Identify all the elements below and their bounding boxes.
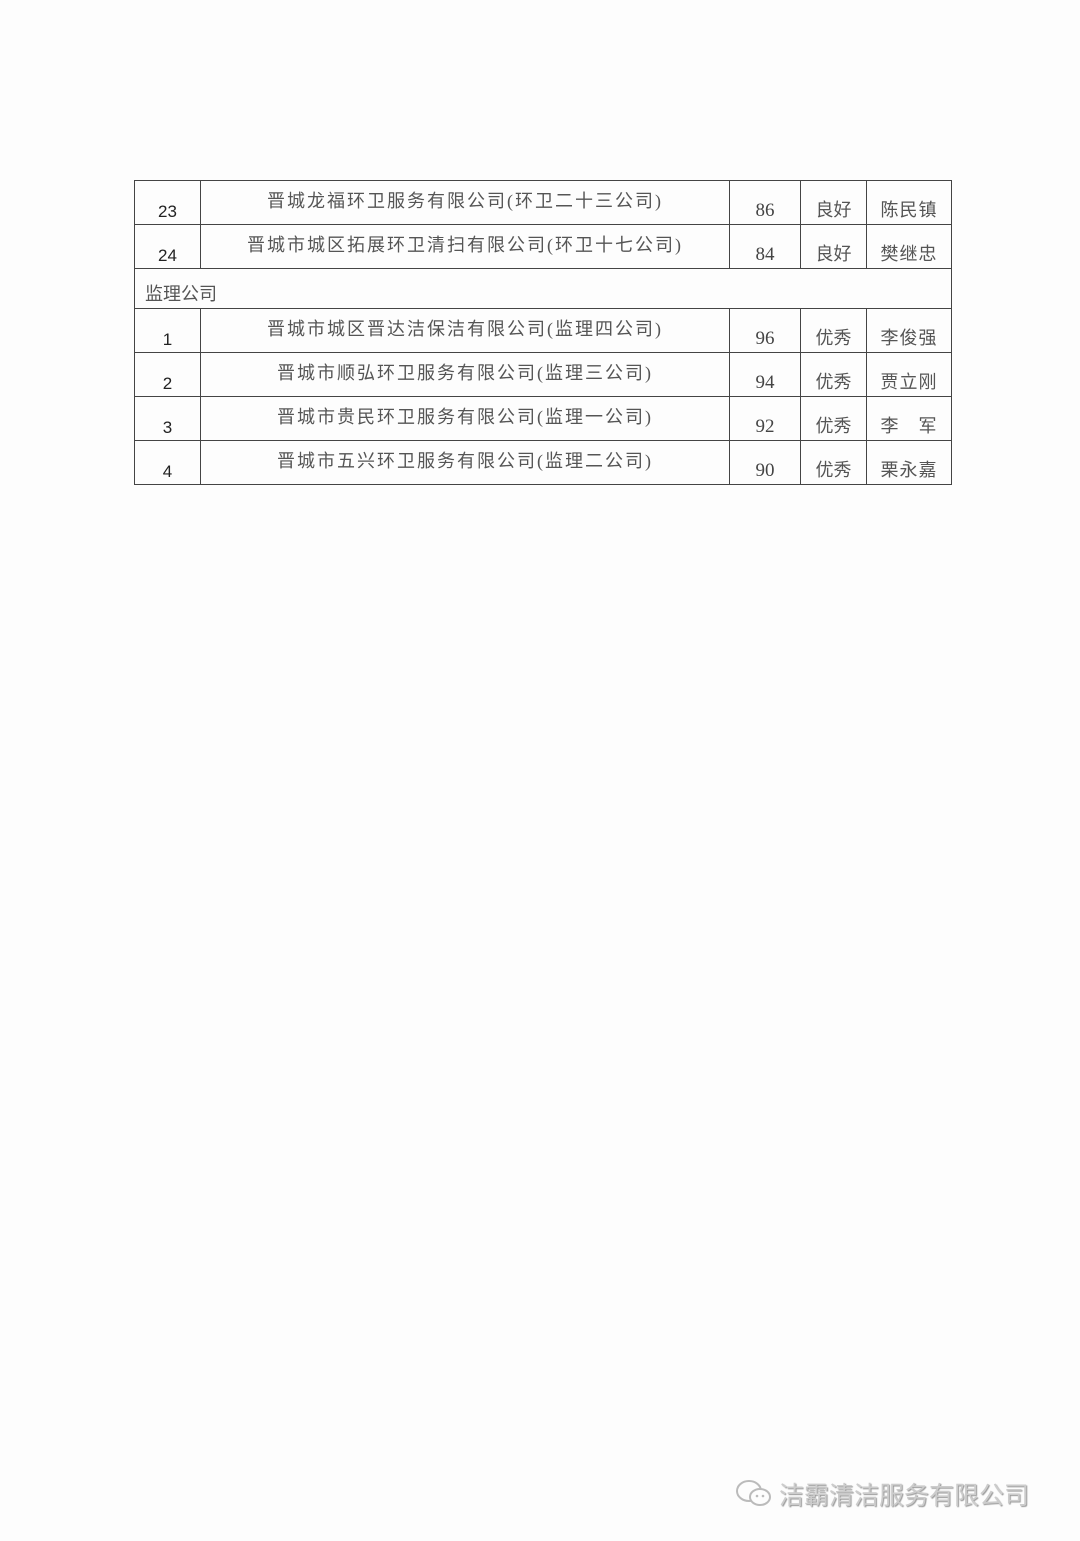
- table-row: 24 晋城市城区拓展环卫清扫有限公司(环卫十七公司) 84 良好 樊继忠: [134, 224, 952, 269]
- company-name: 晋城市城区拓展环卫清扫有限公司(环卫十七公司): [200, 224, 730, 269]
- company-name: 晋城市城区晋达洁保洁有限公司(监理四公司): [200, 308, 730, 353]
- row-number: 2: [134, 352, 201, 397]
- contact-person: 李 军: [866, 396, 952, 441]
- row-number: 23: [134, 180, 201, 225]
- table-row: 4 晋城市五兴环卫服务有限公司(监理二公司) 90 优秀 栗永嘉: [134, 440, 952, 485]
- score: 84: [729, 224, 801, 269]
- grade: 优秀: [800, 308, 867, 353]
- watermark: 洁霸清洁服务有限公司: [735, 1476, 1029, 1512]
- section-row: 监理公司: [134, 268, 952, 309]
- company-name: 晋城龙福环卫服务有限公司(环卫二十三公司): [200, 180, 730, 225]
- grade: 良好: [800, 180, 867, 225]
- table-row: 23 晋城龙福环卫服务有限公司(环卫二十三公司) 86 良好 陈民镇: [134, 180, 952, 225]
- section-label: 监理公司: [134, 268, 952, 309]
- contact-person: 李俊强: [866, 308, 952, 353]
- row-number: 1: [134, 308, 201, 353]
- watermark-text: 洁霸清洁服务有限公司: [779, 1481, 1030, 1510]
- row-number: 4: [134, 440, 201, 485]
- grade: 优秀: [800, 396, 867, 441]
- score: 94: [729, 352, 801, 397]
- score: 96: [729, 308, 801, 353]
- grade: 优秀: [800, 352, 867, 397]
- table-row: 1 晋城市城区晋达洁保洁有限公司(监理四公司) 96 优秀 李俊强: [134, 308, 952, 353]
- company-name: 晋城市五兴环卫服务有限公司(监理二公司): [200, 440, 730, 485]
- grade: 良好: [800, 224, 867, 269]
- score: 92: [729, 396, 801, 441]
- row-number: 3: [134, 396, 201, 441]
- company-name: 晋城市贵民环卫服务有限公司(监理一公司): [200, 396, 730, 441]
- results-table: 23 晋城龙福环卫服务有限公司(环卫二十三公司) 86 良好 陈民镇 24 晋城市城区拓展环…: [134, 180, 952, 485]
- table-row: 2 晋城市顺弘环卫服务有限公司(监理三公司) 94 优秀 贾立刚: [134, 352, 952, 397]
- contact-person: 栗永嘉: [866, 440, 952, 485]
- row-number: 24: [134, 224, 201, 269]
- grade: 优秀: [800, 440, 867, 485]
- table-row: 3 晋城市贵民环卫服务有限公司(监理一公司) 92 优秀李 军: [134, 396, 952, 441]
- contact-person: 贾立刚: [866, 352, 952, 397]
- contact-person: 陈民镇: [866, 180, 952, 225]
- company-name: 晋城市顺弘环卫服务有限公司(监理三公司): [200, 352, 730, 397]
- contact-person: 樊继忠: [866, 224, 952, 269]
- score: 86: [729, 180, 801, 225]
- wechat-icon: [736, 1480, 771, 1506]
- score: 90: [729, 440, 801, 485]
